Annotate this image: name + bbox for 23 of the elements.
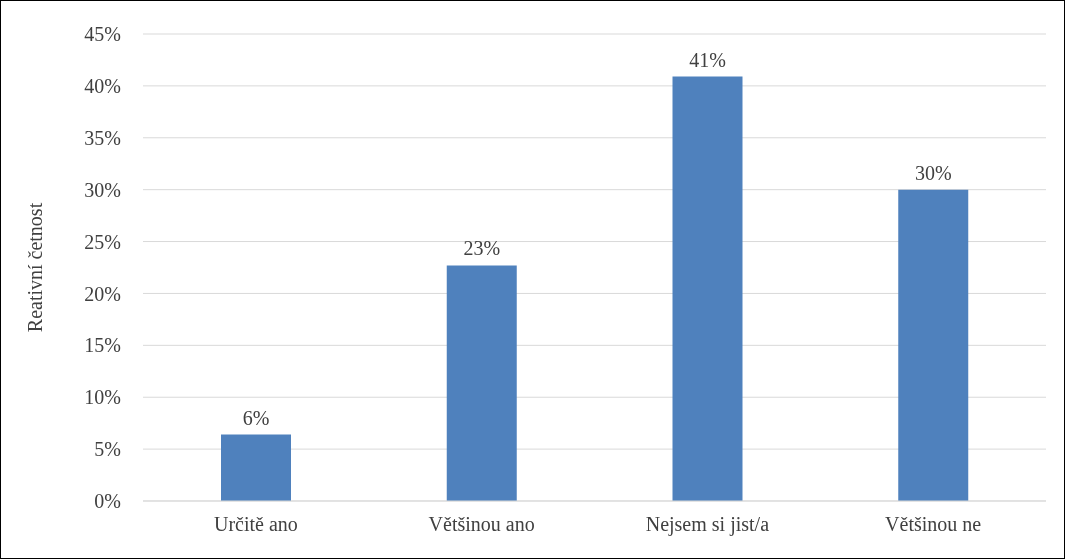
- x-tick-label: Určitě ano: [213, 513, 298, 536]
- y-tick-label: 45%: [84, 23, 121, 46]
- bar: [672, 76, 743, 501]
- y-tick-label: 10%: [84, 386, 121, 409]
- y-tick-label: 35%: [84, 126, 121, 149]
- y-tick-label: 25%: [84, 230, 121, 253]
- y-tick-label: 40%: [84, 74, 121, 97]
- data-label: 6%: [242, 406, 270, 429]
- bar: [221, 434, 291, 501]
- data-label: 23%: [463, 237, 501, 260]
- x-tick-label: Většinou ano: [428, 513, 535, 536]
- y-tick-label: 15%: [84, 334, 121, 357]
- data-label: 41%: [689, 48, 726, 71]
- bar: [898, 189, 969, 501]
- bar: [446, 265, 517, 501]
- y-axis-title: Reativní četnost: [24, 202, 47, 333]
- y-tick-label: 30%: [84, 178, 121, 201]
- data-label: 30%: [914, 161, 952, 184]
- x-tick-label: Nejsem si jist/a: [645, 513, 770, 537]
- y-tick-label: 20%: [84, 282, 121, 305]
- y-tick-label: 0%: [94, 490, 121, 513]
- y-tick-label: 5%: [94, 438, 121, 461]
- x-tick-label: Většinou ne: [885, 513, 982, 536]
